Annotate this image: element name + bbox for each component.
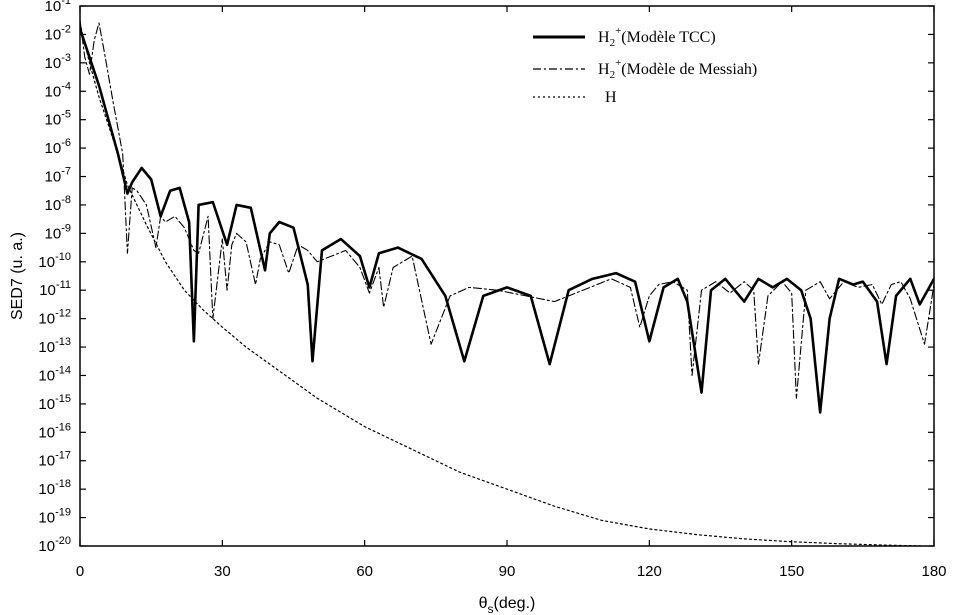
series-layer [80,19,934,546]
legend-label-h: H [605,89,617,106]
x-tick-label: 0 [76,563,84,580]
y-tick-label: 10-4 [45,80,71,100]
y-tick-label: 10-19 [38,507,71,527]
y-tick-label: 10-2 [45,23,71,43]
y-tick-label: 10-8 [45,194,71,214]
series-line-dotted [80,22,926,546]
y-tick-label: 10-9 [45,222,71,242]
y-axis-title: SED7 (u. a.) [9,232,26,320]
y-tick-label: 10-6 [45,137,71,157]
tick-labels-layer: 0 30 60 90 120 150 180 10-1 10-2 10-3 10-4 10-5 10-6… [38,0,946,580]
x-tick-label: 30 [214,563,231,580]
y-tick-label: 10-11 [39,279,71,299]
x-axis-title: θs(deg.) [479,595,536,615]
legend-label-tcc: H2+(Modèle TCC) [598,25,716,49]
y-tick-label: 10-18 [38,478,71,498]
series-line-solid [80,27,934,414]
y-tick-label: 10-13 [38,336,71,356]
y-tick-label: 10-17 [38,450,71,470]
x-tick-label: 90 [499,563,516,580]
y-tick-label: 10-20 [38,535,71,555]
x-tick-label: 60 [356,563,373,580]
legend-label-messiah: H2+(Modèle de Messiah) [598,57,757,81]
y-tick-label: 10-7 [45,166,71,186]
x-tick-label: 150 [779,563,804,580]
y-tick-label: 10-14 [38,364,71,384]
legend: H2+(Modèle TCC) H2+(Modèle de Messiah) H [533,25,757,106]
series-line-dashdot [80,19,934,399]
y-tick-label: 10-16 [38,421,71,441]
y-tick-label: 10-15 [38,393,71,413]
y-tick-label: 10-10 [38,251,71,271]
ticks-layer [79,5,935,547]
y-tick-label: 10-12 [38,308,71,328]
y-tick-label: 10-3 [45,52,71,72]
y-tick-label: 10-1 [45,0,71,15]
plot-frame [79,5,935,547]
x-tick-label: 120 [637,563,662,580]
x-tick-label: 180 [921,563,946,580]
y-tick-label: 10-5 [45,109,71,129]
